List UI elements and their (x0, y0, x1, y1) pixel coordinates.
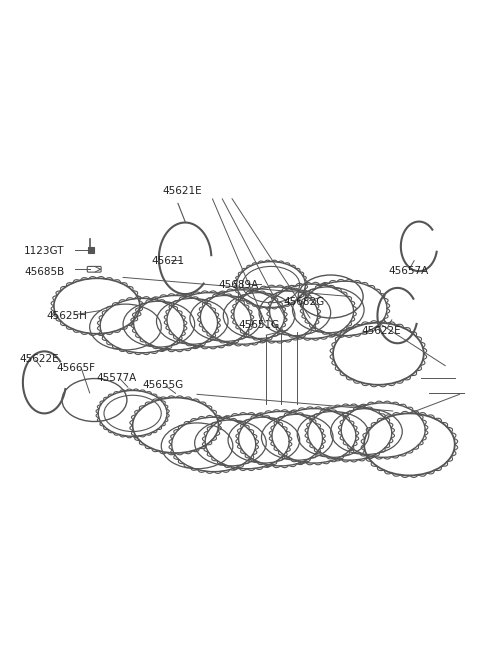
Text: 45621E: 45621E (163, 187, 203, 196)
Text: 45685B: 45685B (24, 267, 64, 276)
FancyBboxPatch shape (88, 247, 94, 253)
FancyBboxPatch shape (87, 267, 101, 272)
Text: 45622E: 45622E (362, 326, 401, 336)
Text: 45621: 45621 (152, 255, 185, 266)
Text: 45651G: 45651G (239, 320, 280, 330)
Text: 45577A: 45577A (97, 373, 137, 383)
Text: 45682G: 45682G (283, 297, 324, 307)
Text: 45625H: 45625H (47, 310, 87, 320)
Text: 1123GT: 1123GT (24, 246, 65, 256)
Text: 45665F: 45665F (56, 363, 95, 373)
Text: 45622E: 45622E (20, 354, 59, 364)
Text: 45689A: 45689A (218, 280, 259, 290)
Text: 45655G: 45655G (142, 380, 183, 390)
Text: 45657A: 45657A (388, 266, 428, 276)
